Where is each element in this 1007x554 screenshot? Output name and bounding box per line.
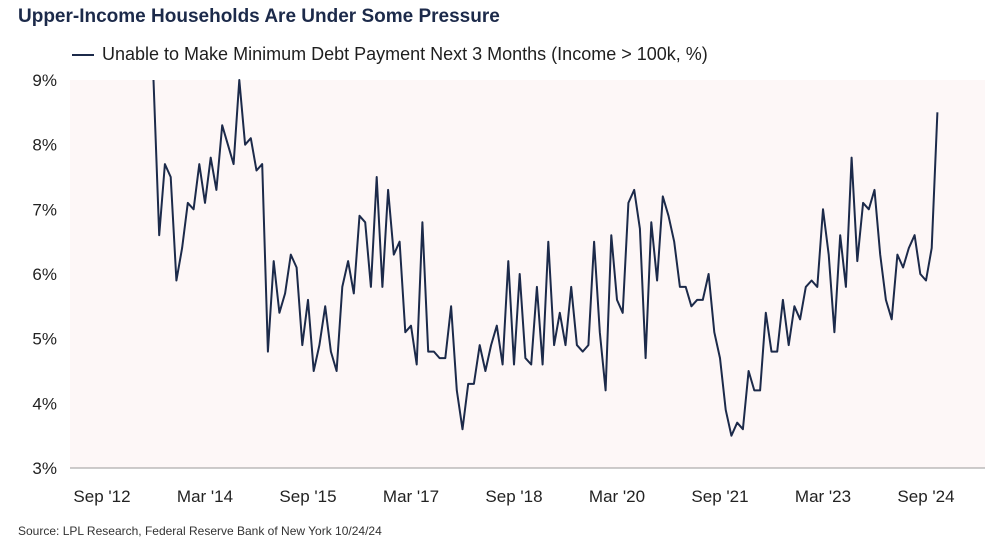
source-note: Source: LPL Research, Federal Reserve Ba… xyxy=(18,524,382,538)
y-tick-label: 8% xyxy=(32,136,57,155)
x-tick-label: Sep '18 xyxy=(485,487,542,506)
y-tick-label: 3% xyxy=(32,459,57,478)
line-chart: 3% 4% 5% 6% 7% 8% 9% Sep '12 Mar '14 Sep '15 Mar '… xyxy=(32,71,985,506)
legend: Unable to Make Minimum Debt Payment Next… xyxy=(72,44,708,65)
y-tick-label: 5% xyxy=(32,330,57,349)
y-tick-label: 9% xyxy=(32,71,57,90)
legend-swatch xyxy=(72,53,94,56)
x-tick-label: Sep '21 xyxy=(691,487,748,506)
chart-title: Upper-Income Households Are Under Some P… xyxy=(18,6,500,27)
series-line-0 xyxy=(152,79,939,437)
legend-label: Unable to Make Minimum Debt Payment Next… xyxy=(102,44,708,64)
x-tick-label: Mar '14 xyxy=(177,487,233,506)
x-tick-label: Sep '24 xyxy=(897,487,954,506)
x-tick-label: Mar '20 xyxy=(589,487,645,506)
y-tick-label: 4% xyxy=(32,394,57,413)
x-tick-label: Sep '12 xyxy=(73,487,130,506)
x-tick-label: Mar '23 xyxy=(795,487,851,506)
x-tick-label: Mar '17 xyxy=(383,487,439,506)
plot-area xyxy=(70,80,985,468)
x-tick-label: Sep '15 xyxy=(279,487,336,506)
y-tick-label: 6% xyxy=(32,265,57,284)
y-tick-label: 7% xyxy=(32,200,57,219)
